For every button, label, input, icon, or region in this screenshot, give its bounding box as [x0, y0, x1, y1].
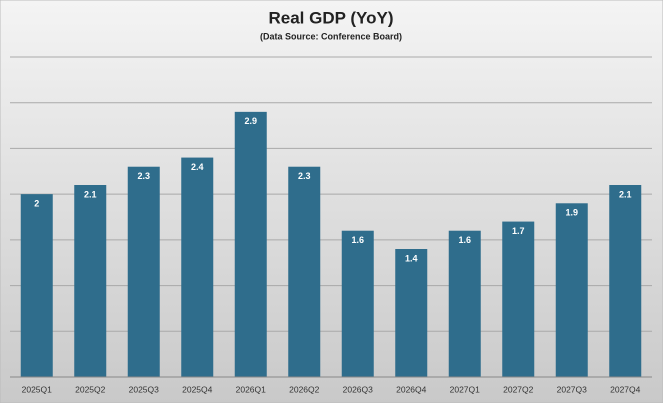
- bar: [74, 185, 107, 377]
- x-tick-label: 2025Q2: [75, 384, 106, 394]
- data-label: 2.4: [191, 162, 204, 172]
- chart-title: Real GDP (YoY): [268, 8, 393, 27]
- x-tick-label: 2025Q1: [22, 384, 53, 394]
- data-label: 2.1: [84, 189, 97, 199]
- data-label: 1.6: [351, 235, 364, 245]
- data-label: 1.4: [405, 253, 418, 263]
- x-tick-label: 2025Q3: [129, 384, 160, 394]
- x-tick-label: 2026Q4: [396, 384, 427, 394]
- bar: [448, 230, 481, 377]
- data-label: 2.9: [244, 116, 257, 126]
- x-tick-label: 2026Q2: [289, 384, 320, 394]
- data-label: 2.1: [619, 189, 632, 199]
- data-label: 2.3: [298, 171, 311, 181]
- bar: [555, 203, 588, 377]
- bar: [234, 111, 267, 377]
- data-label: 1.7: [512, 226, 525, 236]
- bar: [181, 157, 214, 377]
- bar: [20, 194, 53, 377]
- bar: [288, 166, 321, 377]
- x-tick-label: 2027Q4: [610, 384, 641, 394]
- data-label: 1.9: [565, 208, 578, 218]
- x-tick-label: 2027Q1: [450, 384, 481, 394]
- data-label: 2: [34, 199, 39, 209]
- bar: [609, 185, 642, 377]
- x-tick-label: 2026Q3: [343, 384, 374, 394]
- x-tick-label: 2025Q4: [182, 384, 213, 394]
- data-label: 1.6: [458, 235, 471, 245]
- data-label: 2.3: [137, 171, 150, 181]
- x-tick-label: 2027Q3: [557, 384, 588, 394]
- bar: [341, 230, 374, 377]
- bar: [395, 249, 428, 377]
- x-tick-label: 2026Q1: [236, 384, 267, 394]
- bar: [127, 166, 160, 377]
- bar: [502, 221, 535, 377]
- x-tick-label: 2027Q2: [503, 384, 534, 394]
- chart-subtitle: (Data Source: Conference Board): [260, 31, 402, 41]
